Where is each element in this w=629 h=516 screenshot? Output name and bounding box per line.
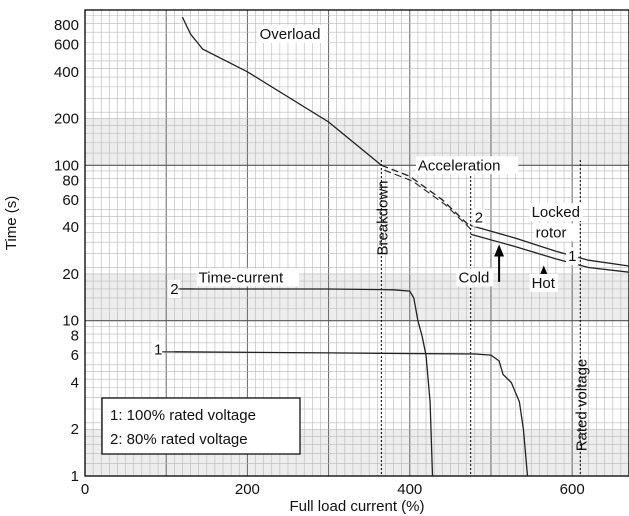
annotation-3: Locked	[532, 204, 580, 221]
y-tick-label: 4	[71, 374, 79, 391]
annotation-bg-0	[257, 25, 328, 44]
y-tick-label: 100	[54, 157, 79, 174]
series-line-3	[470, 224, 629, 267]
y-tick-label: 800	[54, 17, 79, 34]
annotation-bg-3	[529, 203, 583, 222]
y-axis-title: Time (s)	[3, 196, 20, 250]
annotation-bg-4	[533, 223, 579, 242]
vline-label-0: Breakdown	[374, 180, 391, 255]
annotation-bg-1	[415, 156, 519, 175]
series-line-1-b	[384, 169, 475, 233]
y-tick-label: 600	[54, 36, 79, 53]
x-tick-label: 0	[81, 481, 89, 498]
legend-entry-1: 1: 100% rated voltage	[110, 407, 256, 424]
legend-entry-2: 2: 80% rated voltage	[110, 431, 248, 448]
annotation-bg-8	[196, 268, 300, 287]
x-tick-labels: 0 200 400 600	[81, 481, 585, 498]
annotation-4: rotor	[536, 224, 567, 241]
annotation-9: 2	[170, 281, 178, 298]
vline-label-2: Rated voltage	[573, 359, 590, 452]
annotation-bg-2	[472, 208, 485, 227]
series-line-0	[181, 16, 382, 166]
legend-box	[101, 397, 301, 455]
x-tick-label: 200	[235, 481, 260, 498]
plot-frame	[84, 9, 629, 477]
annotation-0: Overload	[260, 26, 321, 43]
y-tick-label: 1	[71, 468, 79, 485]
reference-lines: Breakdown Rated voltage	[374, 160, 590, 476]
y-tick-label: 10	[62, 313, 79, 330]
x-tick-label: 400	[397, 481, 422, 498]
series-lines	[174, 16, 629, 477]
series-line-4	[174, 288, 434, 477]
y-tick-label: 20	[62, 266, 79, 283]
y-tick-label: 60	[62, 192, 79, 209]
annotation-7: Hot	[532, 275, 556, 292]
y-tick-label: 8	[71, 328, 79, 345]
y-tick-label: 80	[62, 172, 79, 189]
y-tick-label: 2	[71, 421, 79, 438]
annotation-bg-5	[566, 247, 579, 266]
annotation-bg-10	[152, 340, 165, 359]
legend: 1: 100% rated voltage 2: 80% rated volta…	[101, 397, 301, 455]
decade-shade	[85, 118, 629, 166]
annotation-bg-9	[168, 279, 181, 298]
y-tick-label: 400	[54, 64, 79, 81]
annotation-2: 2	[475, 210, 483, 227]
annotation-bg-7	[529, 273, 559, 292]
annotation-6: Cold	[458, 269, 489, 286]
annotation-bg-6	[456, 268, 494, 287]
x-tick-label: 600	[560, 481, 585, 498]
series-line-2	[470, 233, 629, 273]
annotation-8: Time-current	[199, 269, 284, 286]
y-tick-label: 40	[62, 219, 79, 236]
arrow-head-0	[494, 244, 505, 257]
x-axis-title: Full load current (%)	[289, 498, 424, 515]
series-line-1	[381, 164, 472, 228]
series-line-5	[174, 351, 529, 477]
annotation-10: 1	[154, 342, 162, 359]
y-tick-label: 200	[54, 111, 79, 128]
annotation-5: 1	[568, 248, 576, 265]
y-tick-label: 6	[71, 347, 79, 364]
annotation-1: Acceleration	[418, 157, 501, 174]
